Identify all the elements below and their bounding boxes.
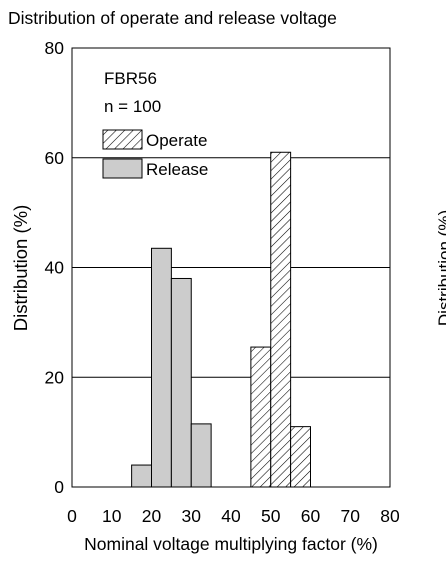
legend-swatch-operate	[102, 129, 143, 150]
bars	[131, 151, 311, 488]
y-tick-20: 20	[45, 367, 65, 387]
gridlines	[72, 157, 390, 378]
bar-operate-45-50	[250, 346, 272, 488]
legend-label-operate: Operate	[146, 131, 207, 150]
x-tick-40: 40	[221, 506, 241, 526]
x-tick-30: 30	[182, 506, 202, 526]
bar-release-15-20	[131, 464, 152, 488]
bar-operate-50-55	[270, 151, 292, 488]
model-annotation: FBR56	[104, 69, 157, 88]
bar-release-30-35	[190, 423, 212, 488]
bar-operate-55-60	[290, 426, 311, 488]
bar-release-25-30	[170, 277, 192, 488]
x-tick-60: 60	[301, 506, 321, 526]
plot-frame	[71, 47, 391, 488]
x-tick-70: 70	[341, 506, 361, 526]
x-axis-label: Nominal voltage multiplying factor (%)	[84, 534, 378, 554]
y-axis-label: Distribution (%)	[10, 205, 31, 331]
legend-swatch-release	[102, 158, 143, 179]
y-tick-labels: 0 20 40 60 80	[45, 38, 65, 497]
y-tick-60: 60	[45, 148, 65, 168]
x-tick-20: 20	[142, 506, 162, 526]
right-cut-axis-label: Distribution (%)	[435, 210, 446, 326]
y-tick-0: 0	[54, 477, 64, 497]
x-tick-80: 80	[380, 506, 400, 526]
chart-title: Distribution of operate and release volt…	[8, 8, 337, 28]
y-tick-40: 40	[45, 258, 65, 278]
bar-release-20-25	[151, 247, 172, 488]
x-tick-50: 50	[261, 506, 281, 526]
x-tick-0: 0	[67, 506, 77, 526]
x-tick-10: 10	[102, 506, 122, 526]
legend: Operate Release	[102, 129, 208, 179]
y-tick-80: 80	[45, 38, 65, 58]
sample-size-annotation: n = 100	[104, 97, 161, 116]
legend-label-release: Release	[146, 160, 208, 179]
x-tick-labels: 0 10 20 30 40 50 60 70 80	[67, 506, 400, 526]
